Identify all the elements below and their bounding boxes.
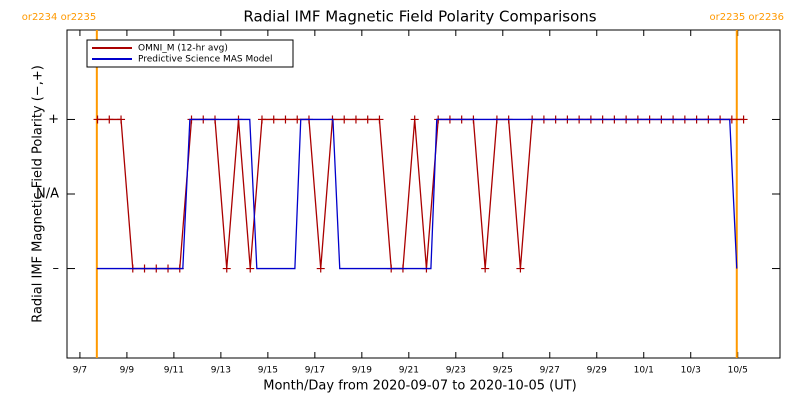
data-point [316, 264, 325, 273]
x-tick-label: 10/3 [681, 366, 701, 376]
data-point [481, 264, 490, 273]
x-tick-label: 9/17 [305, 366, 325, 376]
data-point [222, 264, 231, 273]
data-point [351, 115, 360, 124]
data-point [375, 115, 384, 124]
x-tick-label: 9/7 [73, 366, 87, 376]
carrington-label: or2234 or2235 [22, 12, 97, 23]
carrington-label: or2235 or2236 [710, 12, 785, 23]
x-tick-label: 9/19 [352, 366, 372, 376]
data-point [246, 264, 255, 273]
chart-title: Radial IMF Magnetic Field Polarity Compa… [243, 8, 596, 26]
y-axis-label: Radial IMF Magnetic Field Polarity (−,+) [31, 65, 46, 323]
legend-label: Predictive Science MAS Model [138, 55, 273, 65]
data-point [281, 115, 290, 124]
data-point [257, 115, 266, 124]
legend-label: OMNI_M (12-hr avg) [138, 44, 228, 54]
x-tick-label: 9/29 [587, 366, 607, 376]
data-point [340, 115, 349, 124]
y-tick-label: N/A [36, 187, 59, 202]
y-tick-label: – [53, 261, 60, 276]
x-tick-label: 9/25 [493, 366, 513, 376]
x-tick-label: 10/1 [634, 366, 654, 376]
legend-box [86, 39, 294, 68]
x-tick-label: 10/5 [728, 366, 748, 376]
x-tick-label: 9/9 [120, 366, 135, 376]
x-axis-label: Month/Day from 2020-09-07 to 2020-10-05 … [263, 379, 576, 394]
y-tick-label: + [48, 112, 59, 127]
x-tick-label: 9/15 [258, 366, 278, 376]
series-line [96, 118, 738, 270]
data-point [269, 115, 278, 124]
data-point [739, 115, 748, 124]
x-tick-label: 9/27 [540, 366, 560, 376]
x-tick-label: 9/13 [211, 366, 231, 376]
x-tick-label: 9/23 [446, 366, 466, 376]
x-tick-label: 9/21 [399, 366, 419, 376]
data-point [105, 115, 114, 124]
data-point [363, 115, 372, 124]
data-point [293, 115, 302, 124]
data-point [117, 115, 126, 124]
data-point [410, 115, 419, 124]
data-point [93, 115, 102, 124]
x-tick-label: 9/11 [164, 366, 184, 376]
data-point [516, 264, 525, 273]
